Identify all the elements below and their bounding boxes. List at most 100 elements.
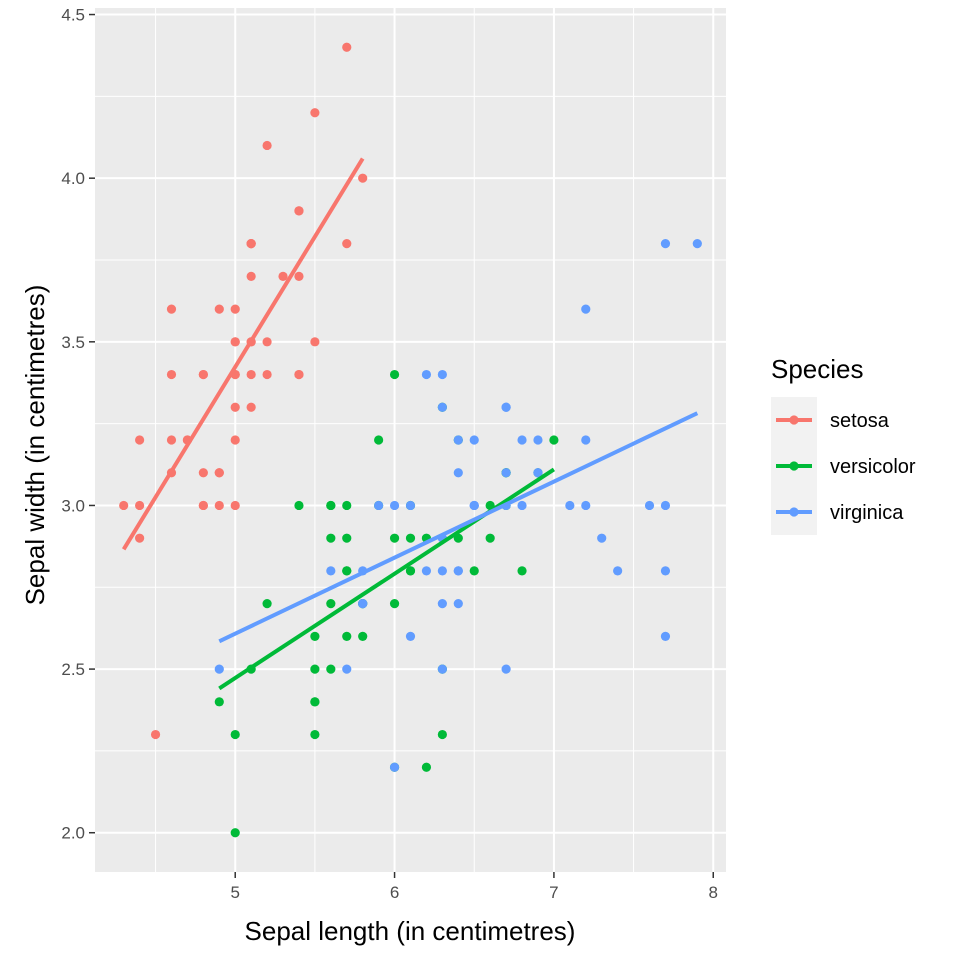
data-point-versicolor (469, 566, 479, 576)
data-point-setosa (310, 337, 320, 347)
data-point-virginica (613, 566, 623, 576)
data-point-virginica (660, 500, 671, 511)
data-point-versicolor (310, 697, 320, 707)
data-point-versicolor (389, 533, 400, 543)
data-point-setosa (135, 435, 145, 445)
y-tick-label: 4.0 (61, 169, 85, 188)
y-axis-title: Sepal width (in centimetres) (20, 285, 50, 606)
data-point-virginica (405, 500, 416, 511)
data-point-setosa (294, 271, 304, 281)
data-point-virginica (437, 369, 447, 380)
data-point-setosa (262, 337, 272, 347)
data-point-versicolor (326, 533, 336, 543)
y-tick-label: 2.0 (61, 824, 85, 843)
data-point-virginica (453, 468, 463, 478)
data-point-versicolor (405, 566, 416, 576)
data-point-setosa (198, 468, 208, 478)
data-point-virginica (597, 533, 607, 543)
data-point-setosa (166, 435, 177, 445)
data-point-setosa (135, 533, 145, 543)
data-point-versicolor (374, 435, 384, 445)
data-point-versicolor (342, 533, 352, 543)
data-point-versicolor (230, 729, 240, 740)
data-point-setosa (214, 500, 224, 511)
data-point-versicolor (310, 729, 320, 740)
data-point-setosa (135, 500, 145, 511)
data-point-virginica (581, 500, 591, 511)
data-point-setosa (198, 369, 208, 380)
data-point-versicolor (549, 435, 559, 445)
data-point-setosa (230, 304, 240, 314)
data-point-setosa (119, 500, 129, 511)
regression-lines (121, 157, 699, 691)
data-point-setosa (246, 271, 256, 281)
data-point-versicolor (262, 599, 272, 609)
fit-line-setosa (121, 157, 365, 551)
y-tick-label: 4.5 (61, 6, 85, 25)
data-point-virginica (692, 239, 702, 249)
x-tick-label: 6 (390, 883, 399, 902)
plot-panel (95, 8, 726, 872)
y-tick-label: 3.0 (61, 496, 85, 515)
data-point-setosa (166, 369, 177, 380)
data-point-virginica (644, 500, 655, 511)
y-tick-label: 2.5 (61, 660, 85, 679)
data-point-setosa (166, 304, 177, 314)
data-point-setosa (358, 173, 368, 183)
data-point-versicolor (485, 533, 495, 543)
data-point-versicolor (517, 566, 527, 576)
data-point-setosa (246, 239, 256, 249)
data-point-virginica (453, 435, 463, 445)
x-axis-title: Sepal length (in centimetres) (245, 916, 576, 946)
data-point-setosa (310, 108, 320, 118)
x-axis: 5 6 7 8 (230, 872, 718, 902)
data-point-setosa (230, 435, 240, 445)
data-point-virginica (326, 566, 336, 576)
data-point-virginica (437, 402, 447, 412)
data-point-virginica (374, 500, 384, 511)
data-point-virginica (533, 435, 543, 445)
data-point-setosa (278, 271, 288, 281)
data-point-versicolor (326, 664, 336, 674)
data-point-setosa (230, 500, 240, 511)
x-tick-label: 5 (230, 883, 239, 902)
data-point-virginica (453, 566, 463, 576)
legend-point-versicolor (789, 461, 799, 471)
data-point-versicolor (326, 500, 336, 511)
data-point-versicolor (214, 697, 224, 707)
data-point-versicolor (310, 664, 320, 674)
fit-line-virginica (218, 411, 699, 644)
data-point-virginica (533, 468, 543, 478)
data-point-versicolor (437, 729, 447, 740)
legend-point-setosa (789, 415, 799, 425)
data-point-virginica (581, 304, 591, 314)
data-point-virginica (660, 566, 671, 576)
data-point-versicolor (405, 533, 416, 543)
data-point-setosa (294, 369, 304, 380)
data-point-virginica (469, 500, 479, 511)
x-tick-label: 7 (549, 883, 558, 902)
data-point-virginica (389, 762, 400, 772)
data-point-virginica (501, 664, 511, 674)
data-point-virginica (660, 631, 671, 641)
data-point-virginica (358, 599, 368, 609)
data-point-versicolor (342, 500, 352, 511)
data-point-versicolor (310, 631, 320, 641)
data-point-setosa (230, 402, 240, 412)
data-point-setosa (246, 369, 256, 380)
data-point-setosa (230, 337, 240, 347)
data-point-setosa (342, 42, 352, 52)
data-point-setosa (198, 500, 208, 511)
data-point-versicolor (230, 828, 240, 838)
data-point-virginica (421, 369, 432, 380)
legend-label-versicolor: versicolor (830, 456, 916, 478)
data-point-setosa (262, 369, 272, 380)
data-point-virginica (453, 599, 463, 609)
y-tick-label: 3.5 (61, 333, 85, 352)
data-point-virginica (405, 631, 416, 641)
data-point-setosa (294, 206, 304, 216)
legend-label-setosa: setosa (830, 410, 890, 432)
data-point-virginica (581, 435, 591, 445)
data-point-virginica (517, 435, 527, 445)
